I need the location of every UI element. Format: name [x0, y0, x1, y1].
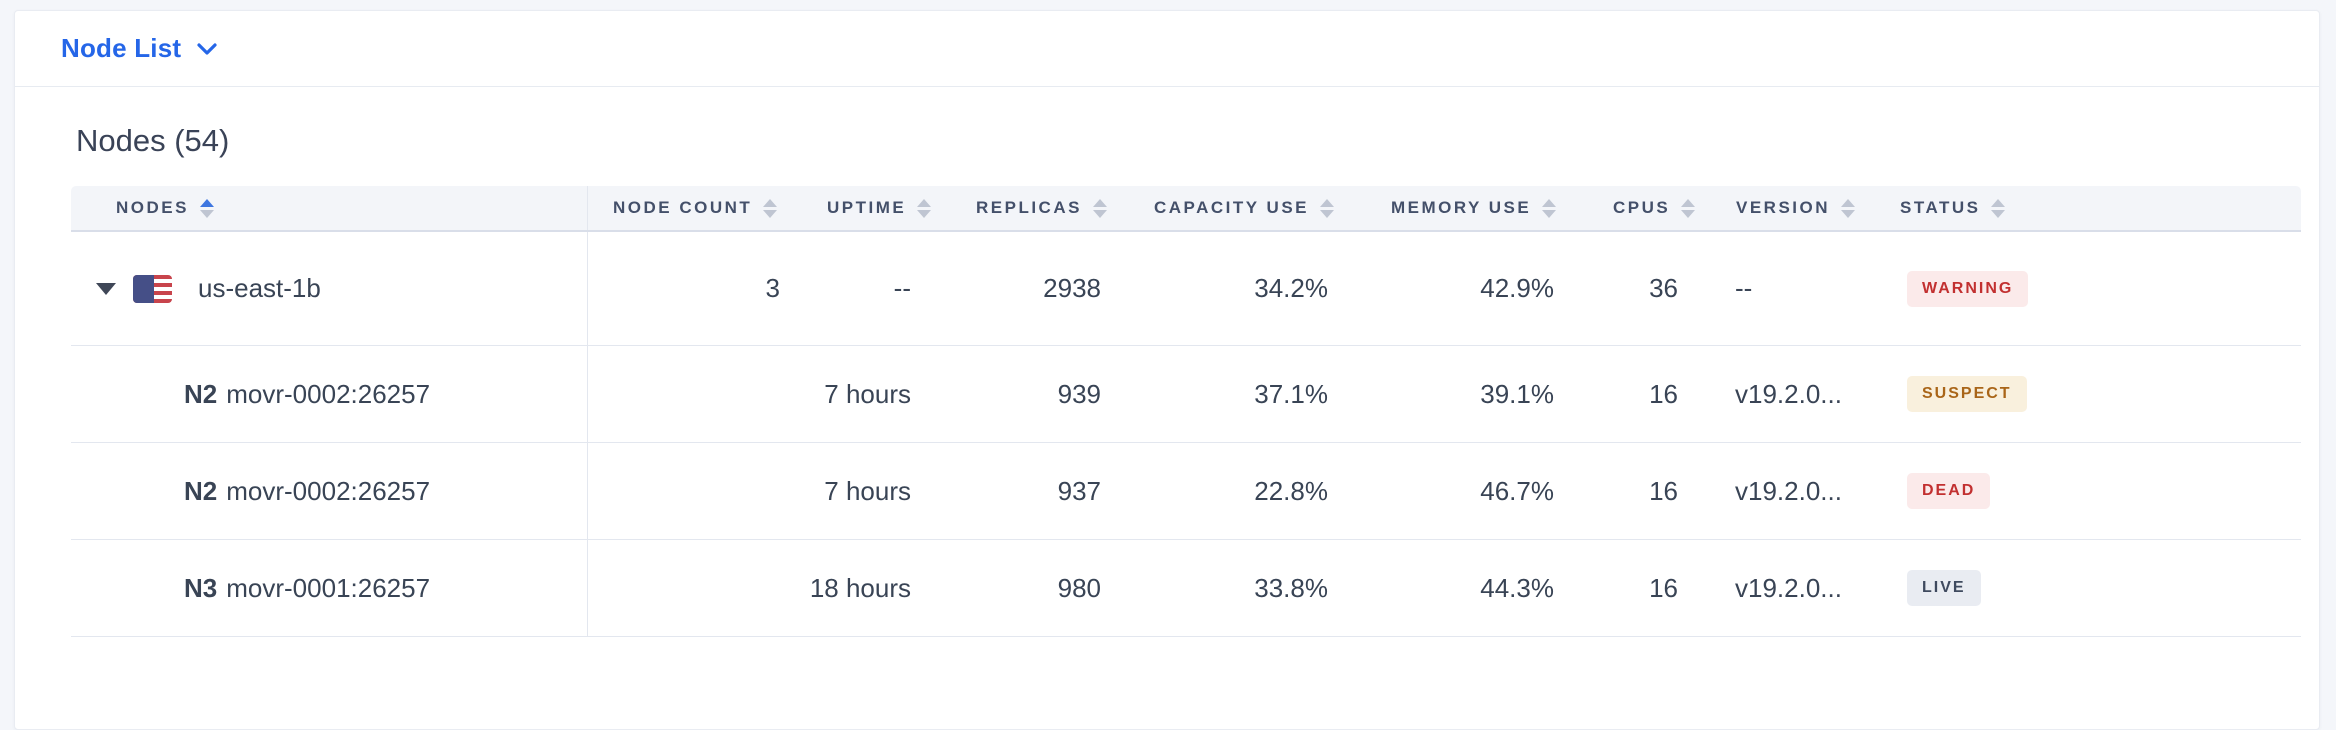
column-header-node-count[interactable]: NODE COUNT	[587, 186, 796, 230]
uptime-cell: 7 hours	[824, 475, 911, 506]
column-header-label: VERSION	[1736, 198, 1831, 217]
column-header-uptime[interactable]: UPTIME	[796, 186, 936, 230]
view-dropdown[interactable]: Node List	[61, 33, 217, 64]
node-name-cell: N2 movr-0002:26257	[71, 346, 587, 442]
column-header-label: STATUS	[1900, 198, 1981, 217]
status-cell: WARNING	[1866, 232, 2301, 345]
version-cell: v19.2.0...	[1735, 475, 1842, 506]
column-header-label: UPTIME	[827, 198, 907, 217]
cpus-cell: 16	[1649, 475, 1678, 506]
sort-arrows-icon[interactable]	[763, 198, 778, 218]
node-id: N2	[184, 378, 218, 409]
capacity-use-cell: 33.8%	[1254, 572, 1328, 603]
cpus-cell: 16	[1649, 378, 1678, 409]
chevron-down-icon	[197, 42, 217, 55]
column-header-label: CAPACITY USE	[1154, 198, 1310, 217]
sort-arrows-icon[interactable]	[199, 198, 214, 218]
node-count-cell	[587, 443, 796, 539]
capacity-use-cell: 22.8%	[1254, 475, 1328, 506]
column-header-label: NODES	[116, 198, 189, 217]
node-address: movr-0001:26257	[226, 572, 431, 603]
memory-use-cell: 42.9%	[1480, 273, 1554, 303]
uptime-cell: --	[893, 273, 911, 303]
column-header-label: REPLICAS	[976, 198, 1082, 217]
node-address: movr-0002:26257	[226, 475, 431, 506]
node-id: N2	[184, 475, 218, 506]
table-row-node[interactable]: N3 movr-0001:26257 18 hours 980 33.8% 44…	[71, 540, 2301, 637]
memory-use-cell: 46.7%	[1480, 475, 1554, 506]
sort-arrows-icon[interactable]	[1681, 198, 1696, 218]
node-id: N3	[184, 572, 218, 603]
memory-use-cell: 44.3%	[1480, 572, 1554, 603]
version-cell: v19.2.0...	[1735, 572, 1842, 603]
view-dropdown-label: Node List	[61, 33, 182, 63]
replicas-cell: 937	[1057, 475, 1101, 506]
node-count-cell: 3	[587, 232, 796, 345]
version-cell: --	[1735, 273, 1753, 303]
column-header-memory-use[interactable]: MEMORY USE	[1351, 186, 1576, 230]
status-badge: SUSPECT	[1907, 376, 2027, 412]
status-cell: LIVE	[1866, 540, 2301, 636]
node-count-cell	[587, 346, 796, 442]
status-cell: SUSPECT	[1866, 346, 2301, 442]
uptime-cell: 18 hours	[809, 572, 911, 603]
view-selector-bar: Node List	[15, 11, 2319, 87]
region-name: us-east-1b	[198, 273, 321, 303]
sort-arrows-icon[interactable]	[1320, 198, 1335, 218]
table-header-row: NODES NODE COUNT UPTIME REPLICAS CAPACIT…	[71, 186, 2301, 232]
replicas-cell: 939	[1057, 378, 1101, 409]
column-header-label: MEMORY USE	[1391, 198, 1532, 217]
column-header-label: CPUS	[1613, 198, 1671, 217]
region-cell: us-east-1b	[71, 232, 587, 345]
sort-arrows-icon[interactable]	[1542, 198, 1557, 218]
table-row-region[interactable]: us-east-1b 3 -- 2938 34.2% 42.9% 36 -- W…	[71, 232, 2301, 346]
version-cell: v19.2.0...	[1735, 378, 1842, 409]
nodes-table: NODES NODE COUNT UPTIME REPLICAS CAPACIT…	[71, 186, 2301, 637]
status-badge: WARNING	[1907, 270, 2029, 307]
uptime-cell: 7 hours	[824, 378, 911, 409]
column-header-cpus[interactable]: CPUS	[1576, 186, 1701, 230]
triangle-down-icon[interactable]	[96, 282, 116, 295]
table-row-node[interactable]: N2 movr-0002:26257 7 hours 937 22.8% 46.…	[71, 443, 2301, 540]
cpus-cell: 16	[1649, 572, 1678, 603]
sort-arrows-icon[interactable]	[1991, 198, 2006, 218]
capacity-use-cell: 37.1%	[1254, 378, 1328, 409]
capacity-use-cell: 34.2%	[1254, 273, 1328, 303]
node-list-card: Node List Nodes (54) NODES NODE COUNT UP…	[14, 10, 2320, 730]
node-name-cell: N2 movr-0002:26257	[71, 443, 587, 539]
sort-arrows-icon[interactable]	[1092, 198, 1107, 218]
replicas-cell: 980	[1057, 572, 1101, 603]
page: Node List Nodes (54) NODES NODE COUNT UP…	[14, 10, 2320, 730]
column-header-capacity-use[interactable]: CAPACITY USE	[1121, 186, 1351, 230]
column-header-version[interactable]: VERSION	[1701, 186, 1866, 230]
column-header-status[interactable]: STATUS	[1866, 186, 2301, 230]
status-cell: DEAD	[1866, 443, 2301, 539]
column-header-nodes[interactable]: NODES	[71, 186, 587, 230]
node-address: movr-0002:26257	[226, 378, 431, 409]
node-count-cell	[587, 540, 796, 636]
column-header-replicas[interactable]: REPLICAS	[936, 186, 1121, 230]
status-badge: LIVE	[1907, 570, 1981, 606]
table-row-node[interactable]: N2 movr-0002:26257 7 hours 939 37.1% 39.…	[71, 346, 2301, 443]
page-title: Nodes (54)	[76, 123, 230, 158]
sort-arrows-icon[interactable]	[917, 198, 932, 218]
sort-arrows-icon[interactable]	[1841, 198, 1856, 218]
replicas-cell: 2938	[1043, 273, 1101, 303]
memory-use-cell: 39.1%	[1480, 378, 1554, 409]
column-header-label: NODE COUNT	[613, 198, 753, 217]
cpus-cell: 36	[1649, 273, 1678, 303]
status-badge: DEAD	[1907, 473, 1991, 509]
node-name-cell: N3 movr-0001:26257	[71, 540, 587, 636]
us-flag-icon	[133, 274, 172, 303]
